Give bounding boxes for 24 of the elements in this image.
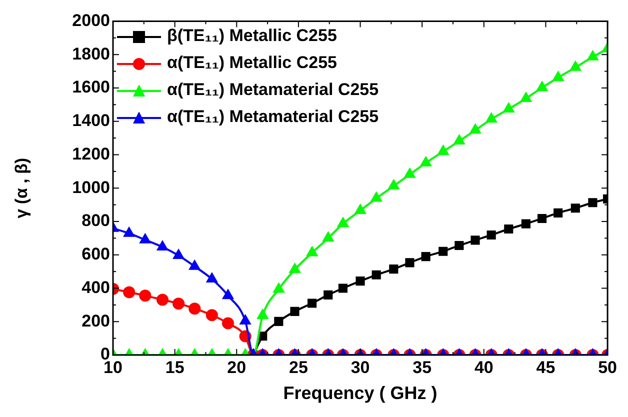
x-tick-label: 45 bbox=[536, 358, 556, 377]
y-tick-label: 1600 bbox=[72, 78, 110, 97]
legend-label: α(TE₁₁) Metamaterial C255 bbox=[167, 107, 379, 126]
y-tick-label: 1800 bbox=[72, 44, 110, 64]
y-axis-title: γ (α , β) bbox=[12, 158, 31, 218]
y-tick-label: 2000 bbox=[72, 10, 110, 30]
y-tick-label: 600 bbox=[82, 244, 110, 264]
x-tick-label: 15 bbox=[165, 358, 184, 377]
y-tick-label: 200 bbox=[82, 311, 110, 330]
x-tick-label: 30 bbox=[350, 358, 370, 377]
y-tick-label: 400 bbox=[82, 278, 110, 297]
legend-label: α(TE₁₁) Metallic C255 bbox=[167, 53, 337, 72]
legend-label: β(TE₁₁) Metallic C255 bbox=[167, 26, 337, 45]
x-tick-label: 40 bbox=[474, 358, 494, 377]
x-axis-title: Frequency ( GHz ) bbox=[283, 383, 438, 404]
y-tick-label: 1400 bbox=[72, 111, 110, 130]
y-tick-label: 1200 bbox=[72, 144, 110, 164]
x-tick-label: 20 bbox=[227, 358, 246, 377]
x-tick-label: 25 bbox=[288, 358, 308, 377]
x-tick-label: 35 bbox=[412, 358, 432, 377]
y-tick-label: 800 bbox=[82, 211, 110, 230]
x-tick-label: 50 bbox=[598, 358, 618, 377]
y-tick-label: 1000 bbox=[72, 178, 110, 197]
legend-label: α(TE₁₁) Metamaterial C255 bbox=[167, 80, 379, 99]
